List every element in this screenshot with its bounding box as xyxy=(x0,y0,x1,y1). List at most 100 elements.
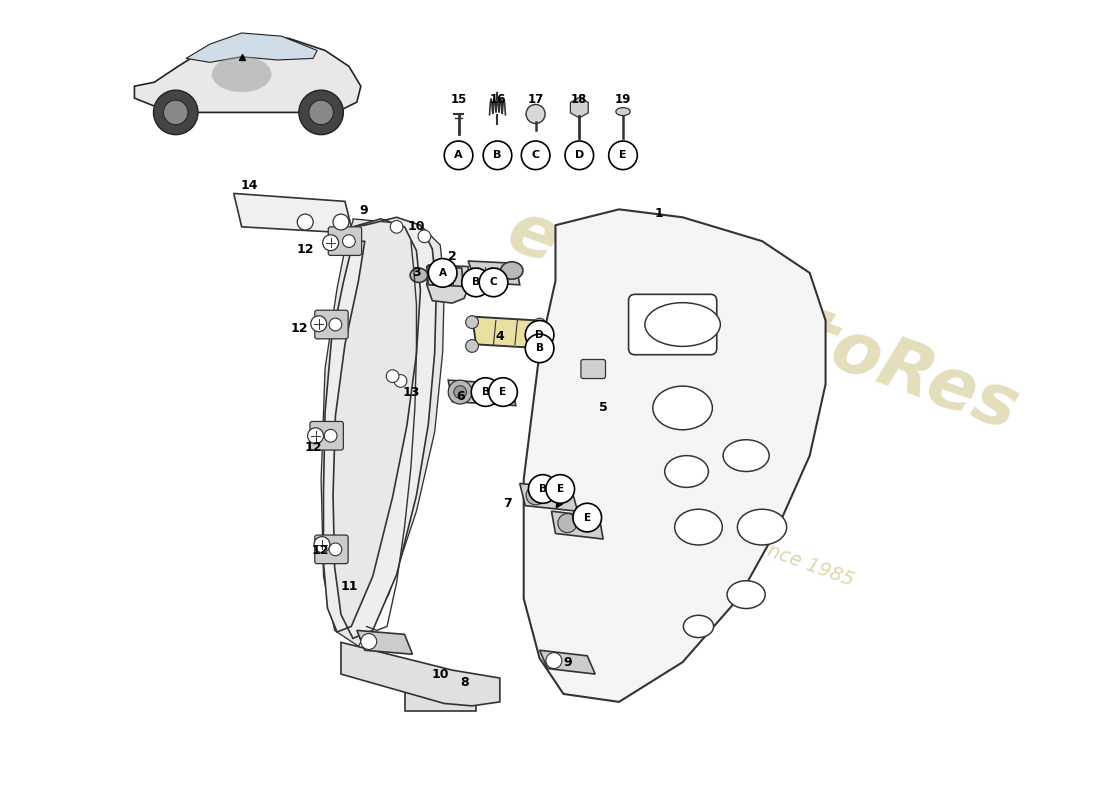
Text: 18: 18 xyxy=(571,93,587,106)
Circle shape xyxy=(448,380,472,404)
Polygon shape xyxy=(551,511,603,539)
Text: A: A xyxy=(439,268,447,278)
Circle shape xyxy=(565,141,594,170)
Polygon shape xyxy=(469,261,519,285)
Text: 9: 9 xyxy=(359,205,367,218)
Circle shape xyxy=(394,374,407,387)
Circle shape xyxy=(428,258,456,287)
Text: 2: 2 xyxy=(448,250,456,263)
Polygon shape xyxy=(540,650,595,674)
Circle shape xyxy=(546,474,574,503)
FancyBboxPatch shape xyxy=(315,535,348,564)
Circle shape xyxy=(471,378,499,406)
Ellipse shape xyxy=(500,262,522,279)
Text: E: E xyxy=(584,513,591,522)
Circle shape xyxy=(418,230,431,242)
Circle shape xyxy=(333,214,349,230)
Ellipse shape xyxy=(212,57,272,92)
Polygon shape xyxy=(427,265,470,303)
Circle shape xyxy=(314,537,330,553)
Text: 12: 12 xyxy=(297,242,313,255)
Text: 13: 13 xyxy=(403,386,419,398)
Text: B: B xyxy=(539,484,547,494)
Circle shape xyxy=(526,105,546,123)
FancyBboxPatch shape xyxy=(310,422,343,450)
Circle shape xyxy=(526,334,554,362)
Text: 7: 7 xyxy=(504,497,513,510)
Circle shape xyxy=(322,234,339,250)
Circle shape xyxy=(480,268,508,297)
Text: B: B xyxy=(472,278,480,287)
Circle shape xyxy=(154,90,198,134)
Polygon shape xyxy=(405,682,476,711)
Text: D: D xyxy=(536,330,543,340)
Polygon shape xyxy=(524,210,826,702)
Text: D: D xyxy=(574,150,584,160)
Text: B: B xyxy=(493,150,502,160)
Text: A: A xyxy=(454,150,463,160)
Text: 12: 12 xyxy=(311,545,329,558)
Polygon shape xyxy=(323,218,437,638)
Ellipse shape xyxy=(410,268,428,282)
Text: a passion for motors since 1985: a passion for motors since 1985 xyxy=(557,465,857,590)
Polygon shape xyxy=(341,642,499,706)
Ellipse shape xyxy=(727,581,766,609)
Circle shape xyxy=(329,318,342,331)
FancyBboxPatch shape xyxy=(581,359,605,378)
Ellipse shape xyxy=(723,440,769,471)
Text: E: E xyxy=(499,387,507,397)
Circle shape xyxy=(608,141,637,170)
Circle shape xyxy=(342,234,355,247)
Circle shape xyxy=(462,268,491,297)
Circle shape xyxy=(386,370,399,382)
Text: E: E xyxy=(557,484,564,494)
Circle shape xyxy=(465,340,478,352)
Text: B: B xyxy=(536,343,543,354)
FancyBboxPatch shape xyxy=(328,227,362,255)
Polygon shape xyxy=(356,630,412,654)
Text: 8: 8 xyxy=(460,675,469,689)
Circle shape xyxy=(558,514,576,533)
Ellipse shape xyxy=(664,456,708,487)
Ellipse shape xyxy=(674,510,723,545)
Ellipse shape xyxy=(616,108,630,115)
Polygon shape xyxy=(134,34,361,113)
Text: C: C xyxy=(490,278,497,287)
Polygon shape xyxy=(448,380,516,406)
Circle shape xyxy=(308,428,323,444)
Text: 5: 5 xyxy=(598,402,607,414)
Text: euromotoRes: euromotoRes xyxy=(497,196,1027,445)
Circle shape xyxy=(573,503,602,532)
Circle shape xyxy=(297,214,313,230)
Circle shape xyxy=(526,486,546,505)
Polygon shape xyxy=(233,194,353,233)
Circle shape xyxy=(528,474,557,503)
Circle shape xyxy=(546,653,562,669)
FancyBboxPatch shape xyxy=(628,294,717,354)
Circle shape xyxy=(465,316,478,329)
Circle shape xyxy=(324,430,337,442)
Text: 3: 3 xyxy=(412,266,421,279)
Text: 17: 17 xyxy=(528,93,543,106)
Ellipse shape xyxy=(652,386,713,430)
Text: 6: 6 xyxy=(455,390,464,402)
Ellipse shape xyxy=(645,302,720,346)
Circle shape xyxy=(329,543,342,556)
Text: 16: 16 xyxy=(490,93,506,106)
FancyBboxPatch shape xyxy=(315,310,348,339)
Circle shape xyxy=(534,318,546,331)
Text: 12: 12 xyxy=(290,322,308,335)
Text: E: E xyxy=(619,150,627,160)
Ellipse shape xyxy=(737,510,786,545)
Text: 12: 12 xyxy=(305,441,322,454)
Circle shape xyxy=(454,386,466,398)
Circle shape xyxy=(521,141,550,170)
Polygon shape xyxy=(186,33,317,62)
Text: 15: 15 xyxy=(450,93,466,106)
Circle shape xyxy=(164,100,188,125)
Text: 10: 10 xyxy=(431,667,449,681)
Polygon shape xyxy=(427,266,463,286)
Circle shape xyxy=(484,386,497,398)
Circle shape xyxy=(534,344,546,357)
Text: 10: 10 xyxy=(408,220,426,234)
